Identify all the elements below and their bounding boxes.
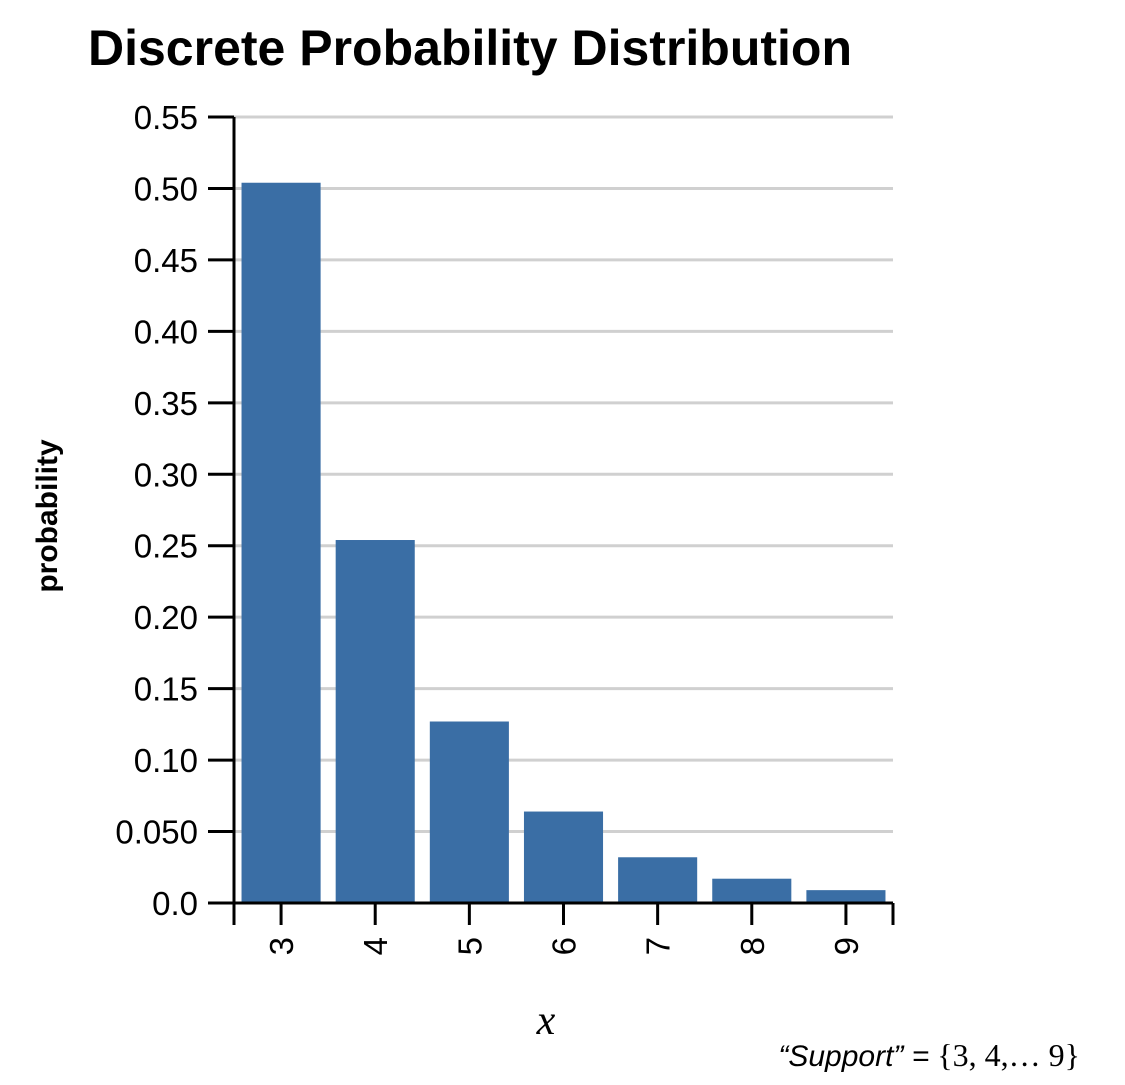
y-tick-label: 0.50 <box>134 170 198 207</box>
gridlines <box>234 115 893 834</box>
y-tick-label: 0.20 <box>134 599 198 636</box>
y-tick-label: 0.45 <box>134 242 198 279</box>
bars <box>241 182 886 904</box>
y-tick-label: 0.10 <box>134 742 198 779</box>
y-tick-label: 0.55 <box>134 99 198 136</box>
y-tick-label: 0.30 <box>134 456 198 493</box>
x-tick-label: 6 <box>546 937 583 955</box>
y-axis-label: probability <box>31 439 64 593</box>
support-note: “Support” = {3, 4,… 9} <box>778 1037 1080 1073</box>
y-tick-label: 0.25 <box>134 528 198 565</box>
support-note-set: {3, 4,… 9} <box>937 1037 1080 1073</box>
chart-title: Discrete Probability Distribution <box>88 20 852 76</box>
y-tick-label: 0.0 <box>152 885 198 922</box>
x-tick-label: 5 <box>451 937 488 955</box>
x-tick-label: 9 <box>828 937 865 955</box>
support-note-quoted: “Support” = <box>778 1040 929 1073</box>
bar-5 <box>429 721 509 903</box>
y-tick-label: 0.35 <box>134 385 198 422</box>
bar-4 <box>335 540 415 903</box>
bar-8 <box>712 878 792 903</box>
x-tick-label: 7 <box>640 937 677 955</box>
x-tick-label: 3 <box>263 937 300 955</box>
x-tick-label: 8 <box>734 937 771 955</box>
bar-7 <box>618 857 698 903</box>
bar-9 <box>806 890 886 903</box>
bar-3 <box>241 182 321 904</box>
x-axis-label: x <box>536 998 556 1044</box>
y-tick-label: 0.15 <box>134 671 198 708</box>
y-axis: 0.0 0.050 0.10 0.15 0.20 0.25 0.30 0.35 0.40 0.45… <box>115 99 236 922</box>
x-axis: 3 4 5 6 7 8 9 <box>232 901 895 955</box>
y-tick-label: 0.40 <box>134 313 198 350</box>
bar-6 <box>523 811 604 903</box>
y-tick-label: 0.050 <box>115 814 198 851</box>
x-tick-label: 4 <box>357 937 394 955</box>
